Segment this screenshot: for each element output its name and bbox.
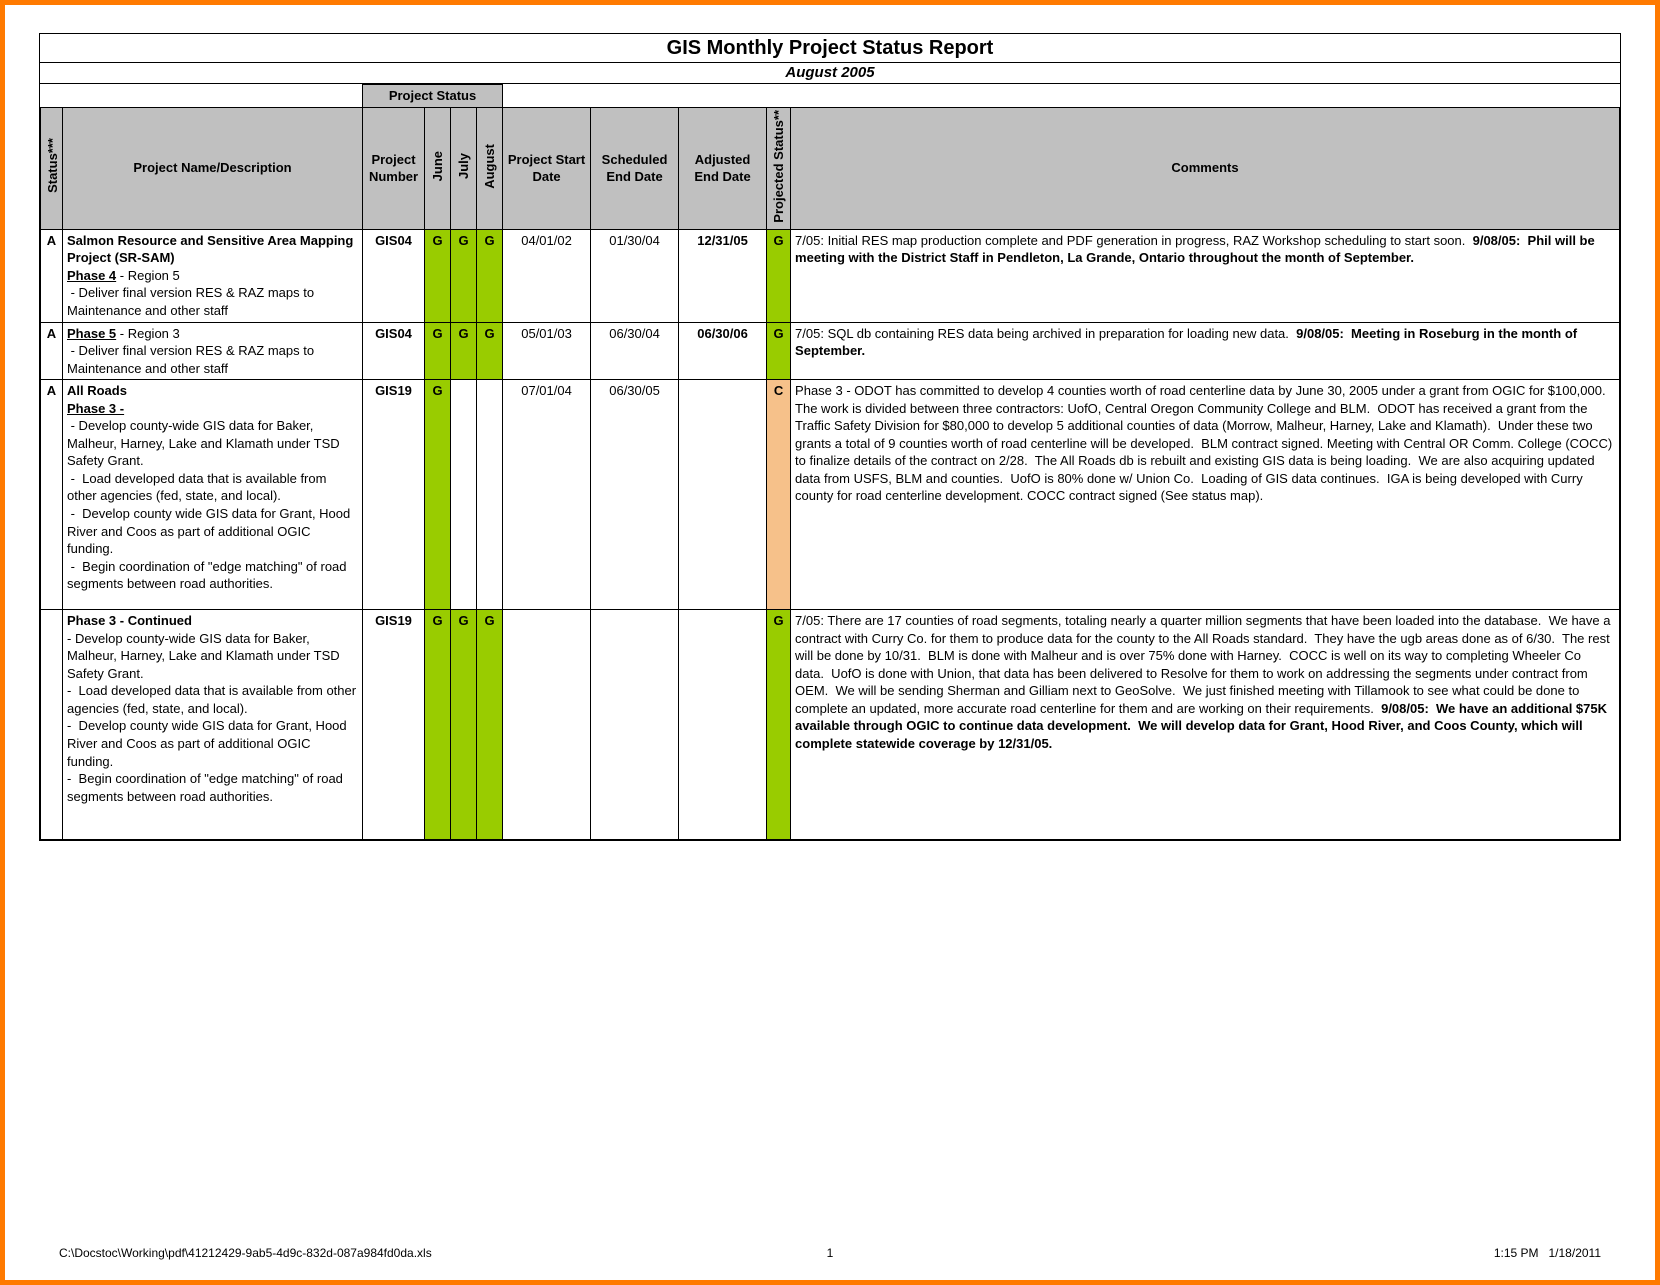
cell-august xyxy=(477,380,503,610)
cell-project-number: GIS19 xyxy=(363,610,425,840)
cell-july: G xyxy=(451,229,477,322)
report-table: GIS Monthly Project Status Report August… xyxy=(39,33,1621,841)
footer-filepath: C:\Docstoc\Working\pdf\41212429-9ab5-4d9… xyxy=(59,1246,432,1260)
cell-start-date: 05/01/03 xyxy=(503,322,591,380)
cell-scheduled-end: 06/30/04 xyxy=(591,322,679,380)
cell-august: G xyxy=(477,322,503,380)
cell-adjusted-end: 06/30/06 xyxy=(679,322,767,380)
col-status: Status*** xyxy=(41,107,63,229)
cell-july xyxy=(451,380,477,610)
col-adj-end: Adjusted End Date xyxy=(679,107,767,229)
cell-august: G xyxy=(477,229,503,322)
cell-june: G xyxy=(425,322,451,380)
cell-project-number: GIS19 xyxy=(363,380,425,610)
cell-comments: 7/05: Initial RES map production complet… xyxy=(791,229,1620,322)
col-july: July xyxy=(451,107,477,229)
cell-projected-status: G xyxy=(767,229,791,322)
cell-projected-status: G xyxy=(767,610,791,840)
table-row: Phase 3 - Continued- Develop county-wide… xyxy=(41,610,1620,840)
footer-page-number: 1 xyxy=(827,1246,834,1260)
cell-description: Phase 5 - Region 3 - Deliver final versi… xyxy=(63,322,363,380)
report-subtitle: August 2005 xyxy=(40,63,1620,84)
project-status-group-header: Project Status xyxy=(363,85,503,108)
cell-june: G xyxy=(425,380,451,610)
page-footer: C:\Docstoc\Working\pdf\41212429-9ab5-4d9… xyxy=(59,1246,1601,1260)
cell-status: A xyxy=(41,322,63,380)
cell-july: G xyxy=(451,610,477,840)
col-proj-status: Projected Status** xyxy=(767,107,791,229)
cell-comments: 7/05: SQL db containing RES data being a… xyxy=(791,322,1620,380)
cell-adjusted-end: 12/31/05 xyxy=(679,229,767,322)
group-header-row: Project Status xyxy=(41,85,1620,108)
column-header-row: Status*** Project Name/Description Proje… xyxy=(41,107,1620,229)
table-row: ASalmon Resource and Sensitive Area Mapp… xyxy=(41,229,1620,322)
col-june: June xyxy=(425,107,451,229)
cell-project-number: GIS04 xyxy=(363,229,425,322)
cell-scheduled-end: 01/30/04 xyxy=(591,229,679,322)
cell-status xyxy=(41,610,63,840)
cell-start-date: 04/01/02 xyxy=(503,229,591,322)
cell-adjusted-end xyxy=(679,380,767,610)
col-description: Project Name/Description xyxy=(63,107,363,229)
table-row: AAll RoadsPhase 3 - - Develop county-wid… xyxy=(41,380,1620,610)
status-table: Project Status Status*** Project Name/De… xyxy=(40,84,1620,840)
cell-description: Salmon Resource and Sensitive Area Mappi… xyxy=(63,229,363,322)
col-august: August xyxy=(477,107,503,229)
cell-projected-status: C xyxy=(767,380,791,610)
cell-august: G xyxy=(477,610,503,840)
cell-june: G xyxy=(425,229,451,322)
table-row: APhase 5 - Region 3 - Deliver final vers… xyxy=(41,322,1620,380)
col-start: Project Start Date xyxy=(503,107,591,229)
cell-scheduled-end: 06/30/05 xyxy=(591,380,679,610)
cell-projected-status: G xyxy=(767,322,791,380)
col-number: Project Number xyxy=(363,107,425,229)
cell-project-number: GIS04 xyxy=(363,322,425,380)
cell-july: G xyxy=(451,322,477,380)
cell-scheduled-end xyxy=(591,610,679,840)
cell-status: A xyxy=(41,380,63,610)
cell-june: G xyxy=(425,610,451,840)
cell-start-date: 07/01/04 xyxy=(503,380,591,610)
page-frame: GIS Monthly Project Status Report August… xyxy=(0,0,1660,1285)
cell-comments: 7/05: There are 17 counties of road segm… xyxy=(791,610,1620,840)
report-title: GIS Monthly Project Status Report xyxy=(40,34,1620,63)
cell-description: All RoadsPhase 3 - - Develop county-wide… xyxy=(63,380,363,610)
cell-comments: Phase 3 - ODOT has committed to develop … xyxy=(791,380,1620,610)
cell-start-date xyxy=(503,610,591,840)
cell-adjusted-end xyxy=(679,610,767,840)
footer-datetime: 1:15 PM 1/18/2011 xyxy=(1494,1246,1601,1260)
cell-status: A xyxy=(41,229,63,322)
col-sched-end: Scheduled End Date xyxy=(591,107,679,229)
cell-description: Phase 3 - Continued- Develop county-wide… xyxy=(63,610,363,840)
col-comments: Comments xyxy=(791,107,1620,229)
